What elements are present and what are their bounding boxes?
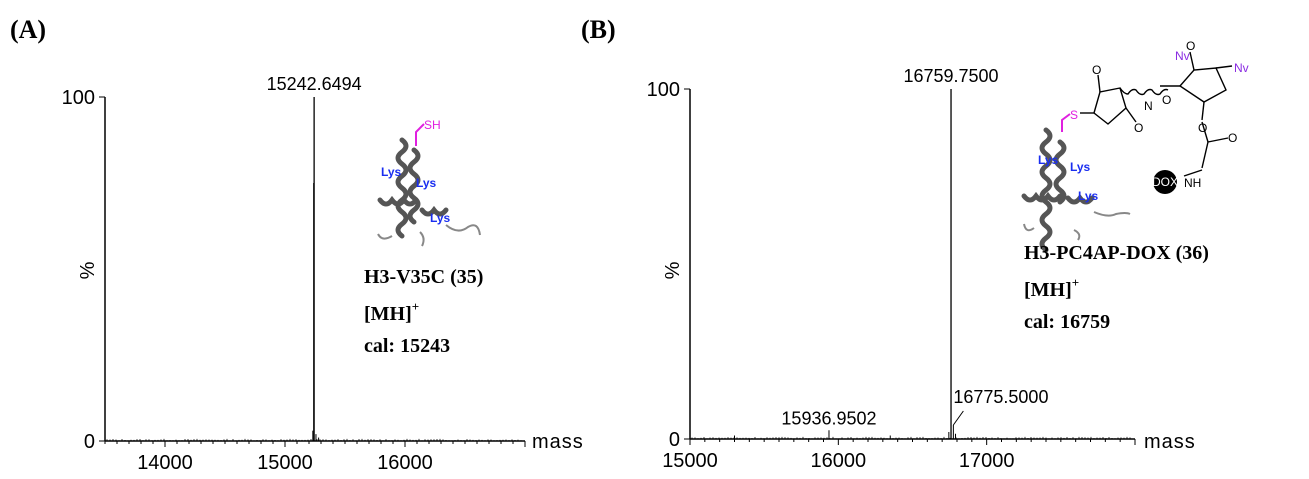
y-tick-label: 100 [647,79,680,101]
panel-label-a: (A) [10,15,46,44]
lys-label-b2: Lys [1070,160,1091,174]
ion-label-a: [MH]+ [364,299,419,325]
peaks-b: 16759.7500 16775.5000 15936.9502 [691,66,1131,439]
peak-label: 15242.6494 [267,74,362,94]
ticks-b: 15000 16000 17000 0 100 [647,79,1136,472]
thiol-linker-a [415,123,425,146]
o-label-1: O [1092,63,1101,77]
x-tick-label: 16000 [811,450,867,472]
o-label-4: O [1186,39,1195,53]
peaks-a: 15242.6494 [106,74,522,441]
spectrum-a: mass % 15242.6494 14000 15000 16000 0 100 [62,74,584,474]
cal-mass-a: cal: 15243 [364,335,450,357]
x-tick-label: 17000 [959,450,1015,472]
ion-label-b: [MH]+ [1024,275,1079,301]
y-tick-label: 0 [669,429,680,451]
nv-label-2: Nv [1234,61,1249,75]
y-tick-label: 0 [84,431,95,453]
ticks-a: 14000 15000 16000 0 100 [62,87,526,474]
protein-structure-a: SH Lys Lys Lys [377,118,481,247]
lys-label-b1: Lys [1038,153,1059,167]
o-label-6: O [1228,131,1237,145]
x-tick-label: 15000 [257,452,313,474]
protein-ribbon-a [377,137,449,239]
peak-label: 16775.5000 [953,387,1048,407]
nh-label: NH [1184,176,1201,190]
thioether-label: S [1070,108,1078,122]
protein-loops-a [377,224,481,247]
x-tick-label: 14000 [137,452,193,474]
cal-mass-b: cal: 16759 [1024,311,1110,333]
o-label-5: O [1198,121,1207,135]
x-axis-label-a: mass [532,431,584,453]
panel-label-b: (B) [581,15,616,44]
compound-name-a: H3-V35C (35) [364,266,483,288]
y-axis-label-b: % [662,261,684,280]
lys-label-1: Lys [381,165,402,179]
thiol-label: SH [424,118,441,132]
o-label-3: O [1162,93,1171,107]
nv-label-1: Nv [1175,49,1190,63]
y-tick-label: 100 [62,87,95,109]
peak-label: 15936.9502 [781,408,876,428]
o-label-2: O [1134,121,1143,135]
dox-label: DOX [1152,175,1178,189]
protein-structure-b: S Lys Lys Lys DOX NH O O O O O O [1021,39,1249,253]
lys-label-3: Lys [430,211,451,225]
y-axis-label-a: % [77,261,99,280]
x-tick-label: 16000 [377,452,433,474]
lys-label-b3: Lys [1078,189,1099,203]
linker-bonds [1080,51,1233,177]
spectrum-b: mass % 16759.7500 16775.5000 15936.9502 15… [647,66,1196,472]
thioether-linker [1061,113,1071,132]
peak-leader-line [952,410,964,426]
protein-loops-b [1023,211,1131,241]
x-tick-label: 15000 [662,450,718,472]
n-label: N [1144,99,1153,113]
compound-name-b: H3-PC4AP-DOX (36) [1024,242,1209,264]
x-axis-label-b: mass [1144,431,1196,453]
lys-label-2: Lys [416,176,437,190]
protein-ribbon-b [1021,127,1095,253]
peak-label: 16759.7500 [903,66,998,86]
dox-bead [1153,170,1177,194]
